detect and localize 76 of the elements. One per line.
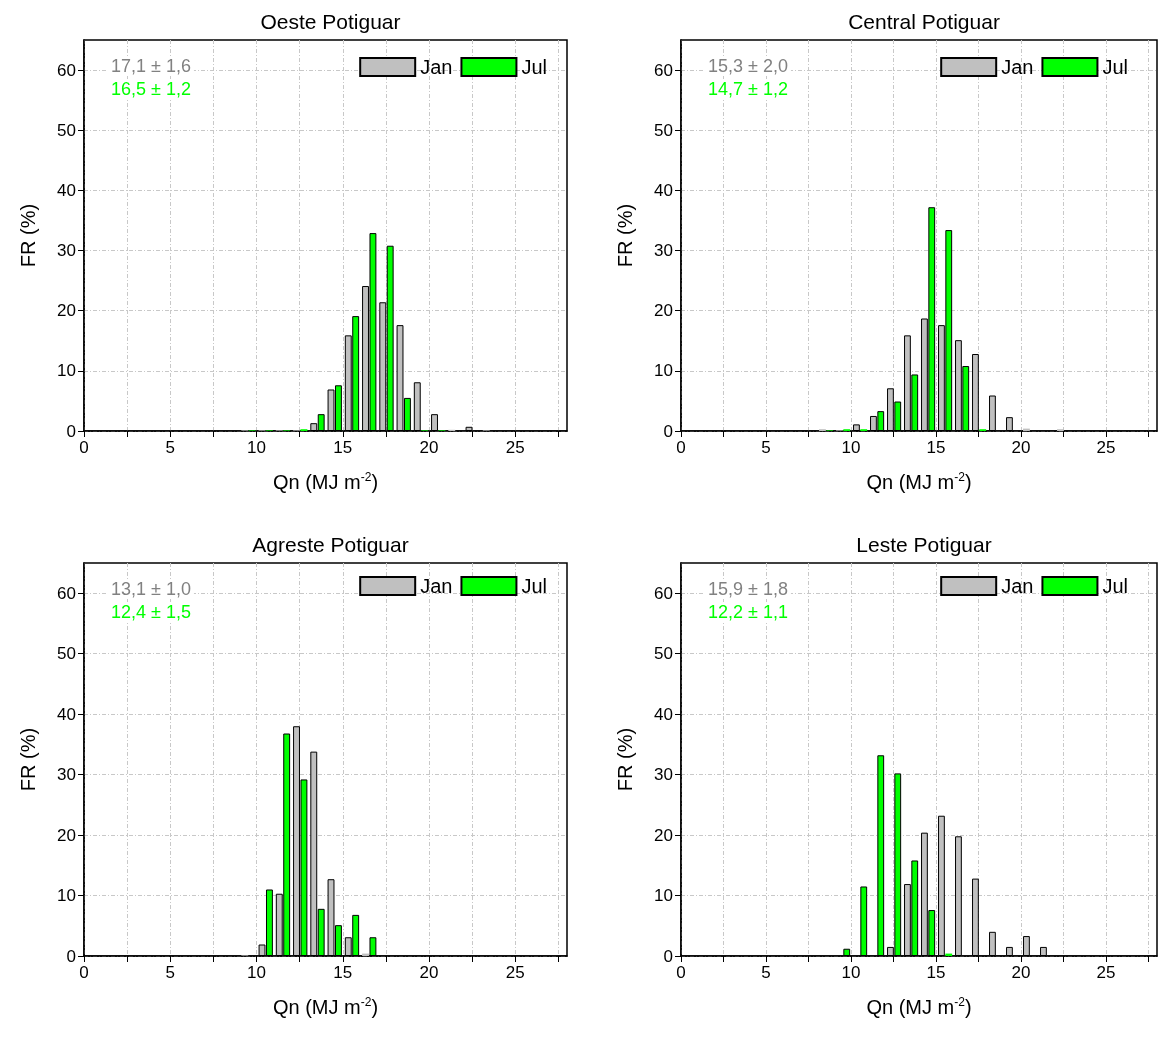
x-tick-label: 20 (419, 438, 439, 457)
annotation: 15,9 ± 1,8 (708, 579, 788, 599)
x-tick-label: 20 (419, 963, 439, 982)
legend-label: Jan (1001, 575, 1034, 597)
x-tick-label: 15 (926, 438, 946, 457)
chart-title: Oeste Potiguar (260, 10, 401, 33)
x-tick-label: 25 (1096, 438, 1116, 457)
x-tick-label: 0 (79, 438, 89, 457)
legend-label: Jul (1102, 575, 1129, 597)
x-tick-label: 5 (165, 963, 175, 982)
legend-label: Jul (521, 56, 548, 78)
x-tick-label: 10 (247, 438, 266, 457)
legend-label: Jul (1102, 56, 1129, 78)
annotation: 12,2 ± 1,1 (708, 602, 788, 622)
y-tick-label: 20 (654, 825, 673, 845)
y-tick-label: 0 (663, 946, 673, 966)
chart-title: Central Potiguar (848, 10, 1000, 33)
chart-title: Leste Potiguar (856, 533, 992, 556)
x-tick-label: 15 (333, 438, 353, 457)
y-tick-label: 0 (663, 421, 673, 441)
legend-label: Jan (1001, 56, 1034, 78)
annotation: 13,1 ± 1,0 (111, 579, 191, 599)
x-tick-label: 15 (333, 963, 353, 982)
y-tick-label: 0 (66, 421, 76, 441)
y-tick-label: 30 (57, 765, 76, 785)
y-tick-label: 20 (57, 301, 76, 321)
y-tick-label: 60 (57, 583, 76, 603)
x-tick-label: 15 (926, 963, 946, 982)
y-tick-label: 50 (654, 120, 673, 140)
x-tick-label: 10 (247, 963, 266, 982)
legend-label: Jan (420, 575, 453, 597)
y-tick-label: 40 (57, 180, 76, 200)
y-tick-label: 10 (57, 886, 76, 906)
x-tick-label: 5 (761, 963, 771, 982)
y-axis-title: FR (%) (614, 727, 636, 792)
y-tick-label: 60 (57, 60, 76, 80)
legend-label: Jan (420, 56, 453, 78)
annotation: 14,7 ± 1,2 (708, 79, 788, 99)
annotation: 12,4 ± 1,5 (111, 602, 191, 622)
annotation: 16,5 ± 1,2 (111, 79, 191, 99)
y-tick-label: 30 (654, 765, 673, 785)
y-axis-title: FR (%) (17, 727, 39, 792)
y-tick-label: 10 (654, 361, 673, 381)
y-axis-title: FR (%) (614, 203, 636, 268)
x-tick-label: 20 (1011, 438, 1031, 457)
legend-label: Jul (521, 575, 548, 597)
x-tick-label: 10 (841, 438, 861, 457)
y-tick-label: 60 (654, 60, 673, 80)
y-tick-label: 50 (57, 644, 76, 664)
x-tick-label: 0 (79, 963, 89, 982)
y-tick-label: 0 (66, 946, 76, 966)
y-tick-label: 40 (57, 704, 76, 724)
y-tick-label: 30 (654, 241, 673, 261)
x-tick-label: 25 (505, 963, 525, 982)
y-tick-label: 10 (57, 361, 76, 381)
y-tick-label: 40 (654, 180, 673, 200)
x-tick-label: 0 (676, 963, 686, 982)
y-tick-label: 20 (654, 301, 673, 321)
x-tick-label: 20 (1011, 963, 1031, 982)
x-tick-label: 25 (505, 438, 525, 457)
y-tick-label: 50 (57, 120, 76, 140)
y-tick-label: 40 (654, 704, 673, 724)
y-tick-label: 30 (57, 241, 76, 261)
y-tick-label: 20 (57, 825, 76, 845)
annotation: 17,1 ± 1,6 (111, 56, 191, 76)
y-tick-label: 60 (654, 583, 673, 603)
y-tick-label: 10 (654, 886, 673, 906)
x-tick-label: 5 (165, 438, 175, 457)
x-tick-label: 10 (841, 963, 861, 982)
x-tick-label: 0 (676, 438, 686, 457)
y-axis-title: FR (%) (17, 203, 39, 268)
annotation: 15,3 ± 2,0 (708, 56, 788, 76)
x-tick-label: 5 (761, 438, 771, 457)
chart-title: Agreste Potiguar (252, 533, 409, 556)
x-tick-label: 25 (1096, 963, 1116, 982)
y-tick-label: 50 (654, 644, 673, 664)
